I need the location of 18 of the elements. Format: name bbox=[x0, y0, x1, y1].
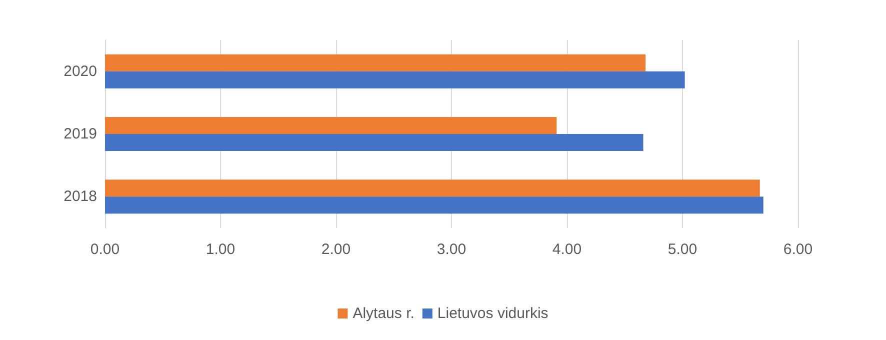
legend-label: Lietuvos vidurkis bbox=[437, 305, 548, 322]
bar bbox=[105, 134, 644, 151]
bar bbox=[105, 117, 557, 134]
x-tick-label: 1.00 bbox=[206, 241, 236, 258]
x-tick-label: 6.00 bbox=[783, 241, 813, 258]
y-tick-label: 2018 bbox=[64, 188, 97, 206]
legend-label: Alytaus r. bbox=[352, 305, 414, 322]
x-tick-label: 4.00 bbox=[552, 241, 582, 258]
bar bbox=[105, 71, 685, 88]
x-tick-label: 5.00 bbox=[668, 241, 698, 258]
bar bbox=[105, 196, 764, 214]
x-tick-label: 3.00 bbox=[436, 241, 466, 258]
x-tick-label: 2.00 bbox=[321, 241, 351, 258]
x-tick-label: 0.00 bbox=[90, 241, 120, 258]
bar bbox=[105, 180, 760, 197]
bar bbox=[105, 54, 646, 72]
y-tick-label: 2020 bbox=[64, 62, 97, 80]
y-tick-label: 2019 bbox=[64, 126, 97, 142]
